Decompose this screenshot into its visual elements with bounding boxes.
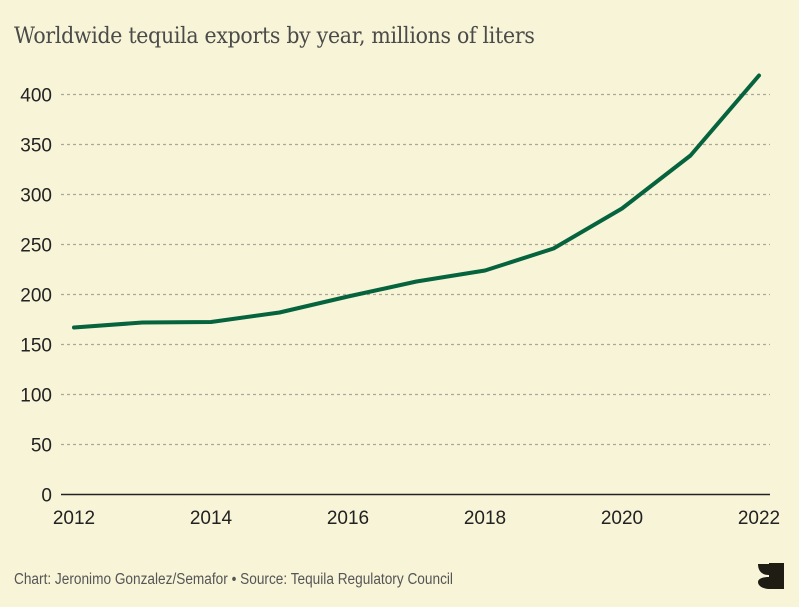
y-tick-label: 400 bbox=[20, 86, 52, 107]
x-tick-label: 2014 bbox=[190, 508, 233, 529]
chart-credit: Chart: Jeronimo Gonzalez/Semafor • Sourc… bbox=[14, 571, 453, 588]
y-tick-label: 350 bbox=[20, 136, 52, 157]
y-tick-label: 100 bbox=[20, 386, 52, 407]
gridlines bbox=[61, 93, 770, 446]
x-tick-label: 2022 bbox=[738, 508, 780, 529]
x-tick-label: 2012 bbox=[53, 508, 95, 529]
semafor-logo-icon bbox=[758, 563, 784, 589]
x-axis-ticks: 2012 2014 2016 2018 2020 2022 bbox=[53, 508, 780, 529]
x-tick-label: 2016 bbox=[327, 508, 369, 529]
y-tick-label: 50 bbox=[31, 436, 52, 457]
y-tick-label: 300 bbox=[20, 186, 52, 207]
x-tick-label: 2018 bbox=[464, 508, 506, 529]
y-tick-label: 250 bbox=[20, 236, 52, 257]
y-axis-ticks: 0 50 100 150 200 250 300 350 400 bbox=[20, 86, 52, 507]
y-tick-label: 200 bbox=[20, 286, 52, 307]
chart-title: Worldwide tequila exports by year, milli… bbox=[14, 24, 574, 49]
series-group bbox=[72, 73, 761, 330]
y-tick-label: 0 bbox=[41, 486, 52, 507]
y-tick-label: 150 bbox=[20, 336, 52, 357]
chart-title-text: Worldwide tequila exports by year, milli… bbox=[14, 24, 535, 49]
series-line-0 bbox=[72, 73, 761, 330]
x-tick-label: 2020 bbox=[601, 508, 643, 529]
